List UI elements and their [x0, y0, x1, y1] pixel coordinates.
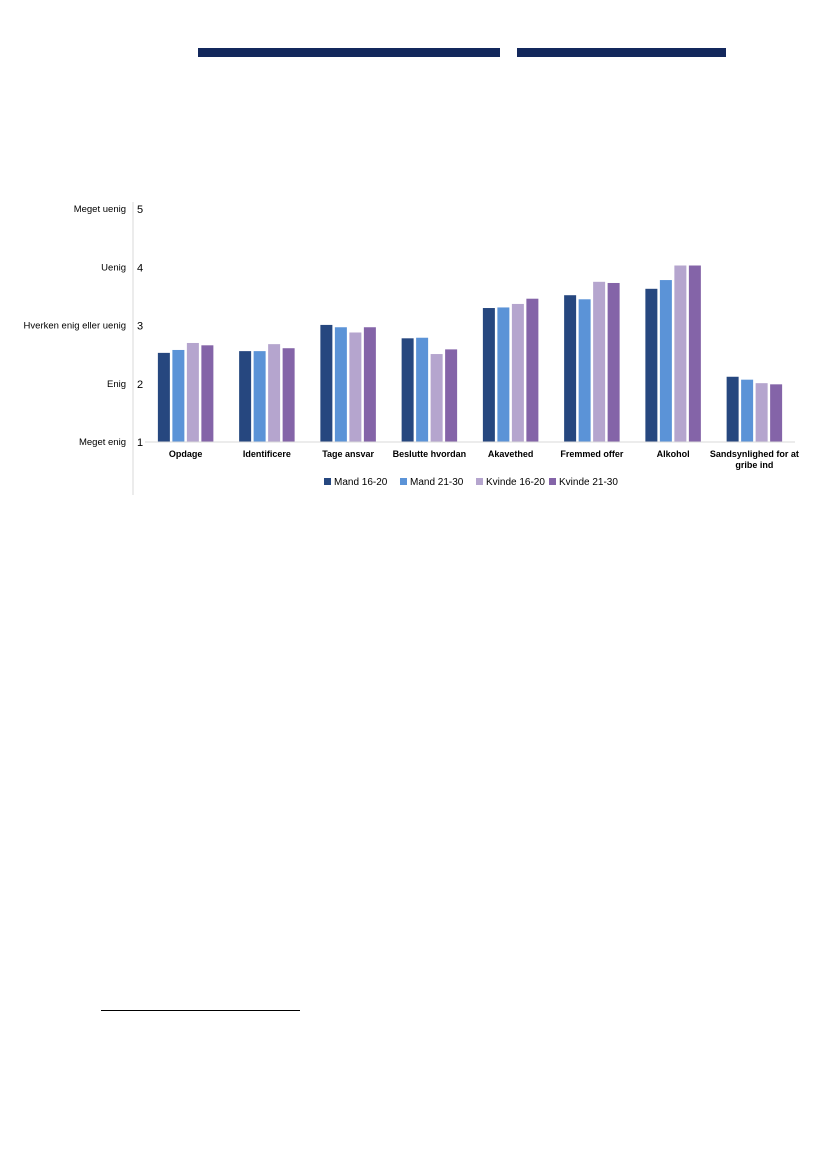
bar — [157, 352, 170, 442]
legend-item: Mand 16-20 — [324, 477, 388, 488]
y-tick-label: 2 — [137, 379, 143, 391]
bar — [607, 282, 620, 442]
bar — [674, 265, 687, 442]
x-tick-label: Akavethed — [488, 449, 534, 459]
bar — [172, 349, 185, 442]
bar — [564, 295, 577, 442]
y-axis-labels: 1 Meget enig 2 Enig 3 Hverken enig eller ueni… — [24, 204, 144, 449]
bar — [282, 348, 295, 442]
bar — [578, 299, 591, 442]
bar — [320, 324, 333, 442]
bar — [726, 376, 739, 442]
bar — [416, 337, 429, 442]
y-tick-label: 4 — [137, 262, 143, 274]
footnote-rule — [101, 1010, 300, 1011]
bar — [770, 384, 783, 442]
bar — [363, 327, 376, 442]
x-axis-labels: Opdage Identificere Tage ansvar Beslutte hv… — [169, 449, 799, 470]
chart-axes — [132, 202, 795, 495]
x-tick-label: Tage ansvar — [322, 449, 374, 459]
legend-item: Kvinde 16-20 — [476, 477, 545, 488]
header-bar-left — [198, 48, 500, 57]
x-tick-label: Opdage — [169, 449, 203, 459]
bar — [593, 281, 606, 442]
legend-label: Kvinde 16-20 — [486, 477, 545, 488]
bar — [253, 351, 266, 442]
bar — [482, 308, 495, 442]
bar — [334, 327, 347, 442]
bar — [741, 379, 754, 442]
bar — [445, 349, 458, 442]
bar — [201, 345, 214, 442]
legend-label: Mand 21-30 — [410, 477, 464, 488]
bar — [430, 354, 443, 442]
bar — [659, 280, 672, 442]
bar — [526, 298, 539, 442]
bar — [239, 351, 252, 442]
y-tick-label: 3 — [137, 321, 143, 333]
bar — [349, 332, 362, 442]
bar — [688, 265, 701, 442]
legend-label: Kvinde 21-30 — [559, 477, 618, 488]
legend-swatch — [400, 478, 407, 485]
x-tick-label: Beslutte hvordan — [393, 449, 467, 459]
y-category-label: Uenig — [101, 262, 126, 273]
bar — [401, 338, 414, 442]
bar — [497, 307, 510, 442]
bar — [511, 303, 524, 442]
y-category-label: Meget uenig — [74, 204, 126, 215]
x-tick-label: Alkohol — [657, 449, 690, 459]
y-category-label: Hverken enig eller uenig — [24, 321, 126, 332]
x-tick-label: Sandsynlighed for at gribe ind — [710, 449, 799, 470]
y-tick-label: 5 — [137, 204, 143, 216]
y-category-label: Enig — [107, 379, 126, 390]
y-tick-label: 1 — [137, 437, 143, 449]
x-tick-label: Identificere — [243, 449, 291, 459]
legend-swatch — [324, 478, 331, 485]
bar — [268, 344, 281, 442]
legend-label: Mand 16-20 — [334, 477, 388, 488]
legend-item: Kvinde 21-30 — [549, 477, 618, 488]
bar — [755, 383, 768, 442]
chart-bars — [157, 265, 783, 442]
bar-chart: 1 Meget enig 2 Enig 3 Hverken enig eller ueni… — [24, 202, 799, 495]
legend-swatch — [549, 478, 556, 485]
x-tick-label: Fremmed offer — [560, 449, 624, 459]
bar — [645, 288, 658, 442]
y-category-label: Meget enig — [79, 437, 126, 448]
legend-swatch — [476, 478, 483, 485]
legend-item: Mand 21-30 — [400, 477, 464, 488]
bar — [186, 342, 199, 442]
header-bar-right — [517, 48, 726, 57]
chart-legend: Mand 16-20 Mand 21-30 Kvinde 16-20 Kvinde 2… — [324, 477, 618, 488]
